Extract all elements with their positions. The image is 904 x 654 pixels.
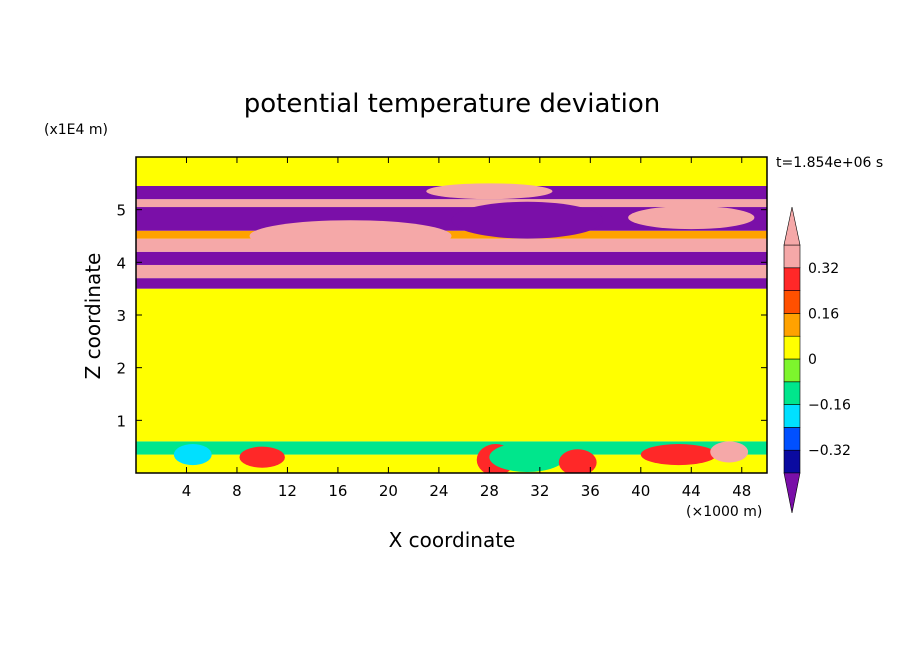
contour-patch [489, 442, 566, 472]
contour-band [136, 238, 767, 252]
x-tick-label: 28 [480, 482, 499, 500]
contour-band [136, 288, 767, 442]
x-tick-label: 40 [631, 482, 650, 500]
contour-band [136, 278, 767, 289]
y-unit-label: (x1E4 m) [44, 122, 108, 138]
x-unit-label: (×1000 m) [686, 504, 762, 520]
x-tick-label: 20 [379, 482, 398, 500]
y-tick-label: 4 [116, 254, 126, 272]
x-axis-label: X coordinate [389, 528, 516, 552]
colorbar-box [783, 335, 801, 360]
contour-band [136, 264, 767, 279]
contour-band [136, 441, 767, 455]
colorbar-extend-top [783, 206, 801, 246]
x-tick-label: 32 [530, 482, 549, 500]
chart-title: potential temperature deviation [244, 89, 660, 119]
time-label: t=1.854e+06 s [776, 155, 883, 171]
x-tick-label: 36 [581, 482, 600, 500]
colorbar-label: −0.16 [808, 398, 851, 414]
colorbar-box [783, 358, 801, 383]
colorbar: 0.32 0.16 0 −0.16 −0.32 [783, 206, 851, 514]
contour-band [136, 454, 767, 473]
colorbar-box [783, 313, 801, 337]
colorbar-box [783, 267, 801, 291]
contour-patch [173, 444, 212, 466]
x-tick-label: 24 [429, 482, 448, 500]
contour-band [136, 157, 767, 186]
colorbar-label: −0.32 [808, 443, 851, 459]
y-tick-label: 3 [116, 307, 126, 325]
contour-patch [558, 449, 597, 473]
contour-field [136, 157, 767, 473]
contour-patch [249, 220, 452, 252]
colorbar-label: 0 [808, 352, 817, 368]
x-tick-label: 8 [232, 482, 242, 500]
x-axis-ticks: 4 8 12 16 20 24 28 32 36 40 44 48 [182, 157, 751, 500]
x-tick-label: 16 [328, 482, 347, 500]
contour-patch [640, 444, 717, 466]
x-tick-label: 44 [682, 482, 701, 500]
y-axis-label: Z coordinate [81, 253, 105, 380]
colorbar-extend-bottom [783, 472, 801, 514]
colorbar-box [783, 290, 801, 314]
colorbar-box [783, 381, 801, 405]
y-tick-label: 5 [116, 202, 126, 220]
colorbar-box [783, 449, 801, 474]
x-tick-label: 48 [732, 482, 751, 500]
y-tick-label: 2 [116, 360, 126, 378]
colorbar-label: 0.16 [808, 306, 839, 322]
contour-band [136, 230, 767, 239]
contour-patch [628, 205, 755, 230]
colorbar-box [783, 244, 801, 269]
x-tick-label: 4 [182, 482, 192, 500]
contour-band [136, 199, 767, 208]
y-axis-ticks: 1 2 3 4 5 [116, 202, 767, 430]
colorbar-box [783, 404, 801, 428]
y-tick-label: 1 [116, 412, 126, 430]
x-tick-label: 12 [278, 482, 297, 500]
colorbar-label: 0.32 [808, 261, 839, 277]
contour-patch [426, 183, 553, 200]
contour-patch [239, 446, 285, 468]
contour-patch [710, 441, 749, 463]
contour-band [136, 251, 767, 265]
contour-patch [451, 201, 603, 239]
colorbar-box [783, 427, 801, 451]
